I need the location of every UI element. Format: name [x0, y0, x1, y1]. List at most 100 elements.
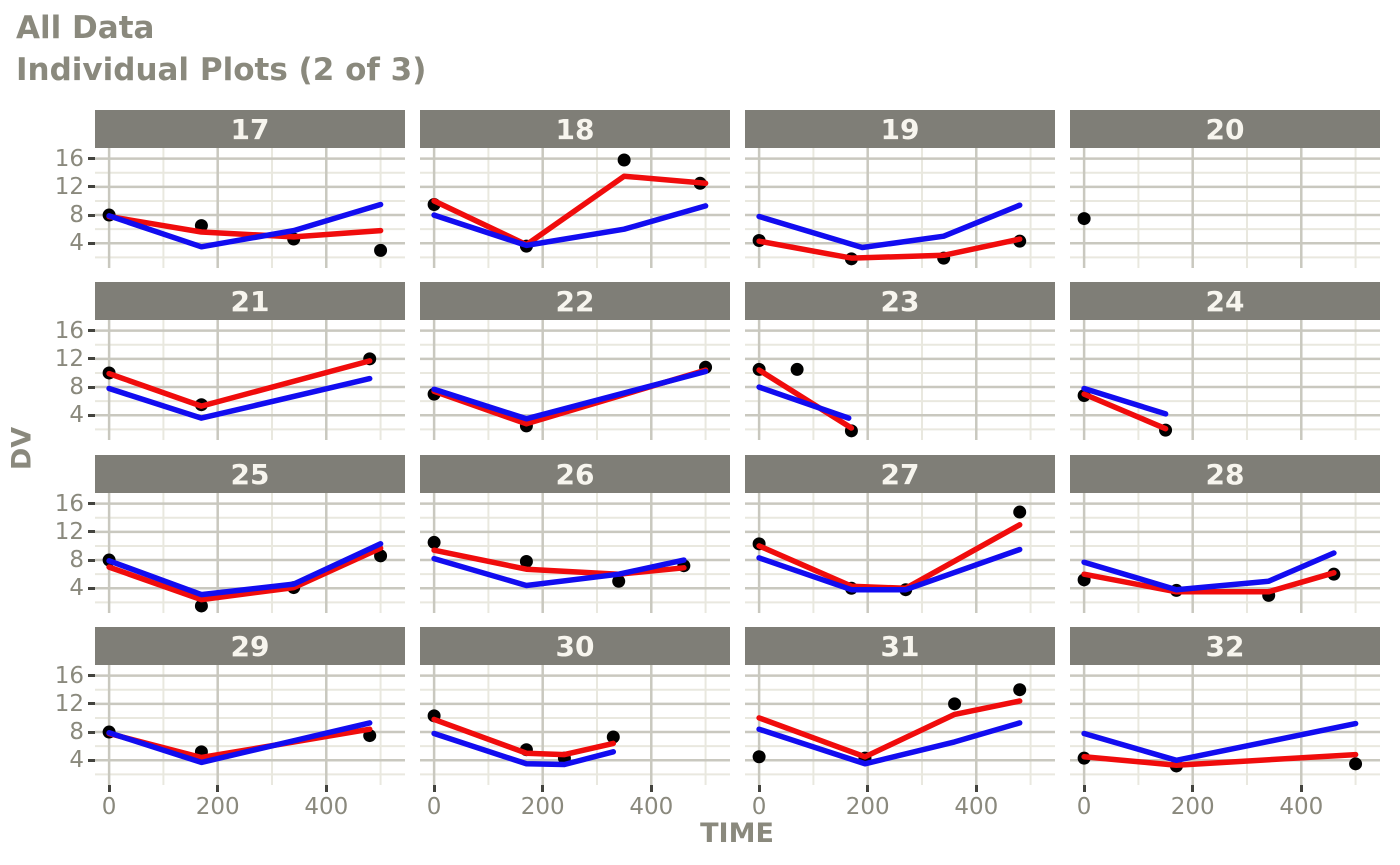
x-tick-mark [649, 785, 653, 792]
prediction-line-red [431, 547, 687, 577]
x-tick-label: 200 [845, 794, 890, 820]
x-tick-label: 400 [629, 794, 674, 820]
individual-prediction-line-blue [756, 720, 1023, 767]
y-tick-label: 12 [54, 690, 84, 717]
x-tick-label: 0 [751, 794, 767, 820]
prediction-line-red [756, 236, 1023, 261]
y-tick-mark [88, 241, 95, 245]
facet-strip-label: 29 [230, 629, 270, 663]
facet-panel-18 [420, 148, 730, 268]
facet-strip-label: 17 [230, 112, 270, 146]
x-tick-mark [1191, 785, 1195, 792]
facet-strip-label: 31 [880, 629, 920, 663]
facet-panel-24 [1070, 320, 1380, 440]
x-tick-mark [1299, 785, 1303, 792]
prediction-line-red [756, 698, 1023, 760]
y-tick-mark [88, 329, 95, 333]
y-tick-label: 4 [69, 575, 84, 602]
prediction-line-red [756, 367, 855, 431]
facet-strip-24: 24 [1070, 282, 1380, 320]
facet-panel-32 [1070, 665, 1380, 785]
y-tick-label: 8 [69, 374, 84, 401]
y-tick-label: 16 [54, 317, 84, 344]
facet-strip-label: 18 [555, 112, 595, 146]
facet-strip-label: 21 [230, 284, 270, 318]
y-tick-label: 16 [54, 662, 84, 689]
observed-points [752, 505, 1027, 597]
individual-prediction-line-blue [106, 201, 384, 250]
facet-strip-25: 25 [95, 455, 405, 493]
individual-prediction-line-blue [106, 541, 384, 598]
y-tick-label: 16 [54, 490, 84, 517]
x-tick-label: 0 [1076, 794, 1092, 820]
x-tick-mark [107, 785, 111, 792]
x-tick-mark [541, 785, 545, 792]
x-tick-label: 200 [520, 794, 565, 820]
prediction-line-red [431, 173, 709, 248]
facet-panel-17 [95, 148, 405, 268]
facet-panel-28 [1070, 493, 1380, 613]
facet-strip-label: 30 [555, 629, 595, 663]
x-tick-label: 0 [426, 794, 442, 820]
prediction-line-red [1081, 570, 1337, 595]
individual-prediction-line-blue [756, 202, 1023, 251]
facet-panel-26 [420, 493, 730, 613]
x-tick-mark [866, 785, 870, 792]
facet-strip-label: 20 [1205, 112, 1245, 146]
individual-prediction-line-blue [106, 720, 373, 766]
facet-strip-21: 21 [95, 282, 405, 320]
prediction-line-red [1081, 391, 1169, 432]
individual-prediction-line-blue [1081, 720, 1359, 764]
facet-strip-26: 26 [420, 455, 730, 493]
plot-title: All Data [16, 10, 155, 46]
x-tick-mark [432, 785, 436, 792]
individual-prediction-line-blue [1081, 550, 1337, 593]
y-tick-mark [88, 758, 95, 762]
y-tick-label: 8 [69, 719, 84, 746]
facet-strip-31: 31 [745, 627, 1055, 665]
facet-strip-32: 32 [1070, 627, 1380, 665]
observed-points [1077, 212, 1091, 226]
facet-panel-29 [95, 665, 405, 785]
observed-points [427, 360, 713, 433]
x-tick-label: 400 [954, 794, 999, 820]
prediction-line-red [756, 522, 1023, 592]
x-tick-label: 200 [195, 794, 240, 820]
individual-prediction-line-blue [431, 730, 617, 768]
observed-points [752, 683, 1027, 765]
prediction-line-red [106, 545, 384, 603]
x-tick-mark [1082, 785, 1086, 792]
y-tick-label: 4 [69, 402, 84, 429]
facet-strip-22: 22 [420, 282, 730, 320]
facet-panel-23 [745, 320, 1055, 440]
y-tick-label: 8 [69, 547, 84, 574]
y-tick-mark [88, 157, 95, 161]
x-tick-label: 0 [101, 794, 117, 820]
y-tick-label: 16 [54, 145, 84, 172]
prediction-line-red [431, 716, 617, 758]
y-tick-label: 4 [69, 230, 84, 257]
facet-strip-label: 24 [1205, 284, 1245, 318]
y-tick-mark [88, 213, 95, 217]
individual-prediction-line-blue [431, 368, 709, 422]
prediction-line-red [106, 358, 373, 409]
facet-panel-19 [745, 148, 1055, 268]
facet-strip-label: 22 [555, 284, 595, 318]
y-tick-mark [88, 357, 95, 361]
x-axis-label: TIME [700, 818, 774, 849]
facet-strip-20: 20 [1070, 110, 1380, 148]
facet-strip-30: 30 [420, 627, 730, 665]
prediction-line-red [106, 213, 384, 240]
individual-prediction-line-blue [756, 546, 1023, 593]
y-tick-mark [88, 530, 95, 534]
facet-panel-27 [745, 493, 1055, 613]
facet-strip-19: 19 [745, 110, 1055, 148]
facet-strip-27: 27 [745, 455, 1055, 493]
y-tick-label: 12 [54, 518, 84, 545]
x-tick-mark [974, 785, 978, 792]
facet-panel-25 [95, 493, 405, 613]
facet-panel-30 [420, 665, 730, 785]
x-tick-mark [216, 785, 220, 792]
y-tick-label: 4 [69, 747, 84, 774]
plot-subtitle: Individual Plots (2 of 3) [16, 52, 427, 88]
